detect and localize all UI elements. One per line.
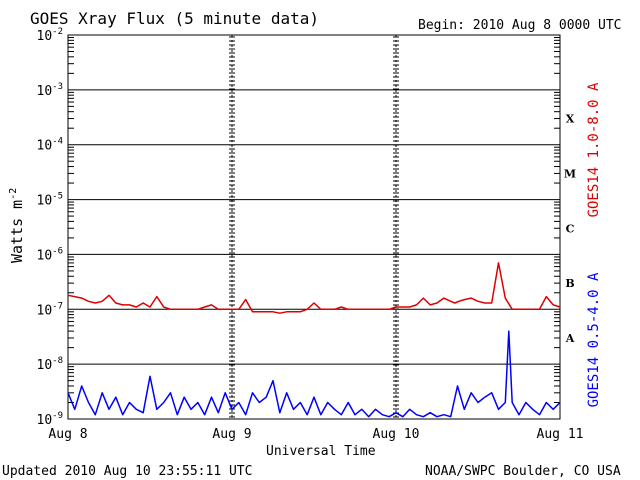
x-tick-label: Aug 9 <box>212 427 251 442</box>
y-tick-label: 10-6 <box>37 246 64 263</box>
series-line-1 <box>67 262 561 314</box>
x-tick-label: Aug 10 <box>373 427 420 442</box>
flare-class-c: C <box>566 222 575 235</box>
flare-class-labels: X M C B A <box>564 113 576 345</box>
y-tick-label: 10-8 <box>37 356 64 373</box>
plot-frame <box>67 34 561 420</box>
series-line-2 <box>67 330 561 418</box>
y-tick-label: 10-5 <box>37 192 64 209</box>
y-tick-label: 10-7 <box>37 301 64 318</box>
x-tick-label: Aug 8 <box>48 427 87 442</box>
legend: GOES14 1.0-8.0 A GOES14 0.5-4.0 A <box>586 82 602 407</box>
chart-title: GOES Xray Flux (5 minute data) <box>30 9 319 28</box>
x-tick-label: Aug 11 <box>537 427 584 442</box>
grid-lines <box>68 35 560 419</box>
data-series <box>67 262 561 418</box>
y-tick-label: 10-2 <box>37 27 64 44</box>
legend-entry-2: GOES14 0.5-4.0 A <box>586 272 602 407</box>
x-tick-labels: Aug 8 Aug 9 Aug 10 Aug 11 <box>48 427 583 442</box>
flare-class-b: B <box>565 277 574 290</box>
flare-class-m: M <box>564 167 576 180</box>
flare-class-a: A <box>565 332 575 345</box>
y-axis-label: Watts m-2 <box>8 188 26 263</box>
y-tick-labels: 10-2 10-3 10-4 10-5 10-6 10-7 10-8 10-9 <box>37 27 64 428</box>
credit-line: NOAA/SWPC Boulder, CO USA <box>425 464 621 479</box>
x-axis-label: Universal Time <box>266 444 376 459</box>
y-tick-label: 10-9 <box>37 411 64 428</box>
y-tick-label: 10-3 <box>37 82 64 99</box>
y-tick-label: 10-4 <box>37 137 64 154</box>
flare-class-x: X <box>566 113 575 126</box>
legend-entry-1: GOES14 1.0-8.0 A <box>586 82 602 217</box>
begin-time: Begin: 2010 Aug 8 0000 UTC <box>418 18 622 33</box>
updated-timestamp: Updated 2010 Aug 10 23:55:11 UTC <box>2 464 252 479</box>
